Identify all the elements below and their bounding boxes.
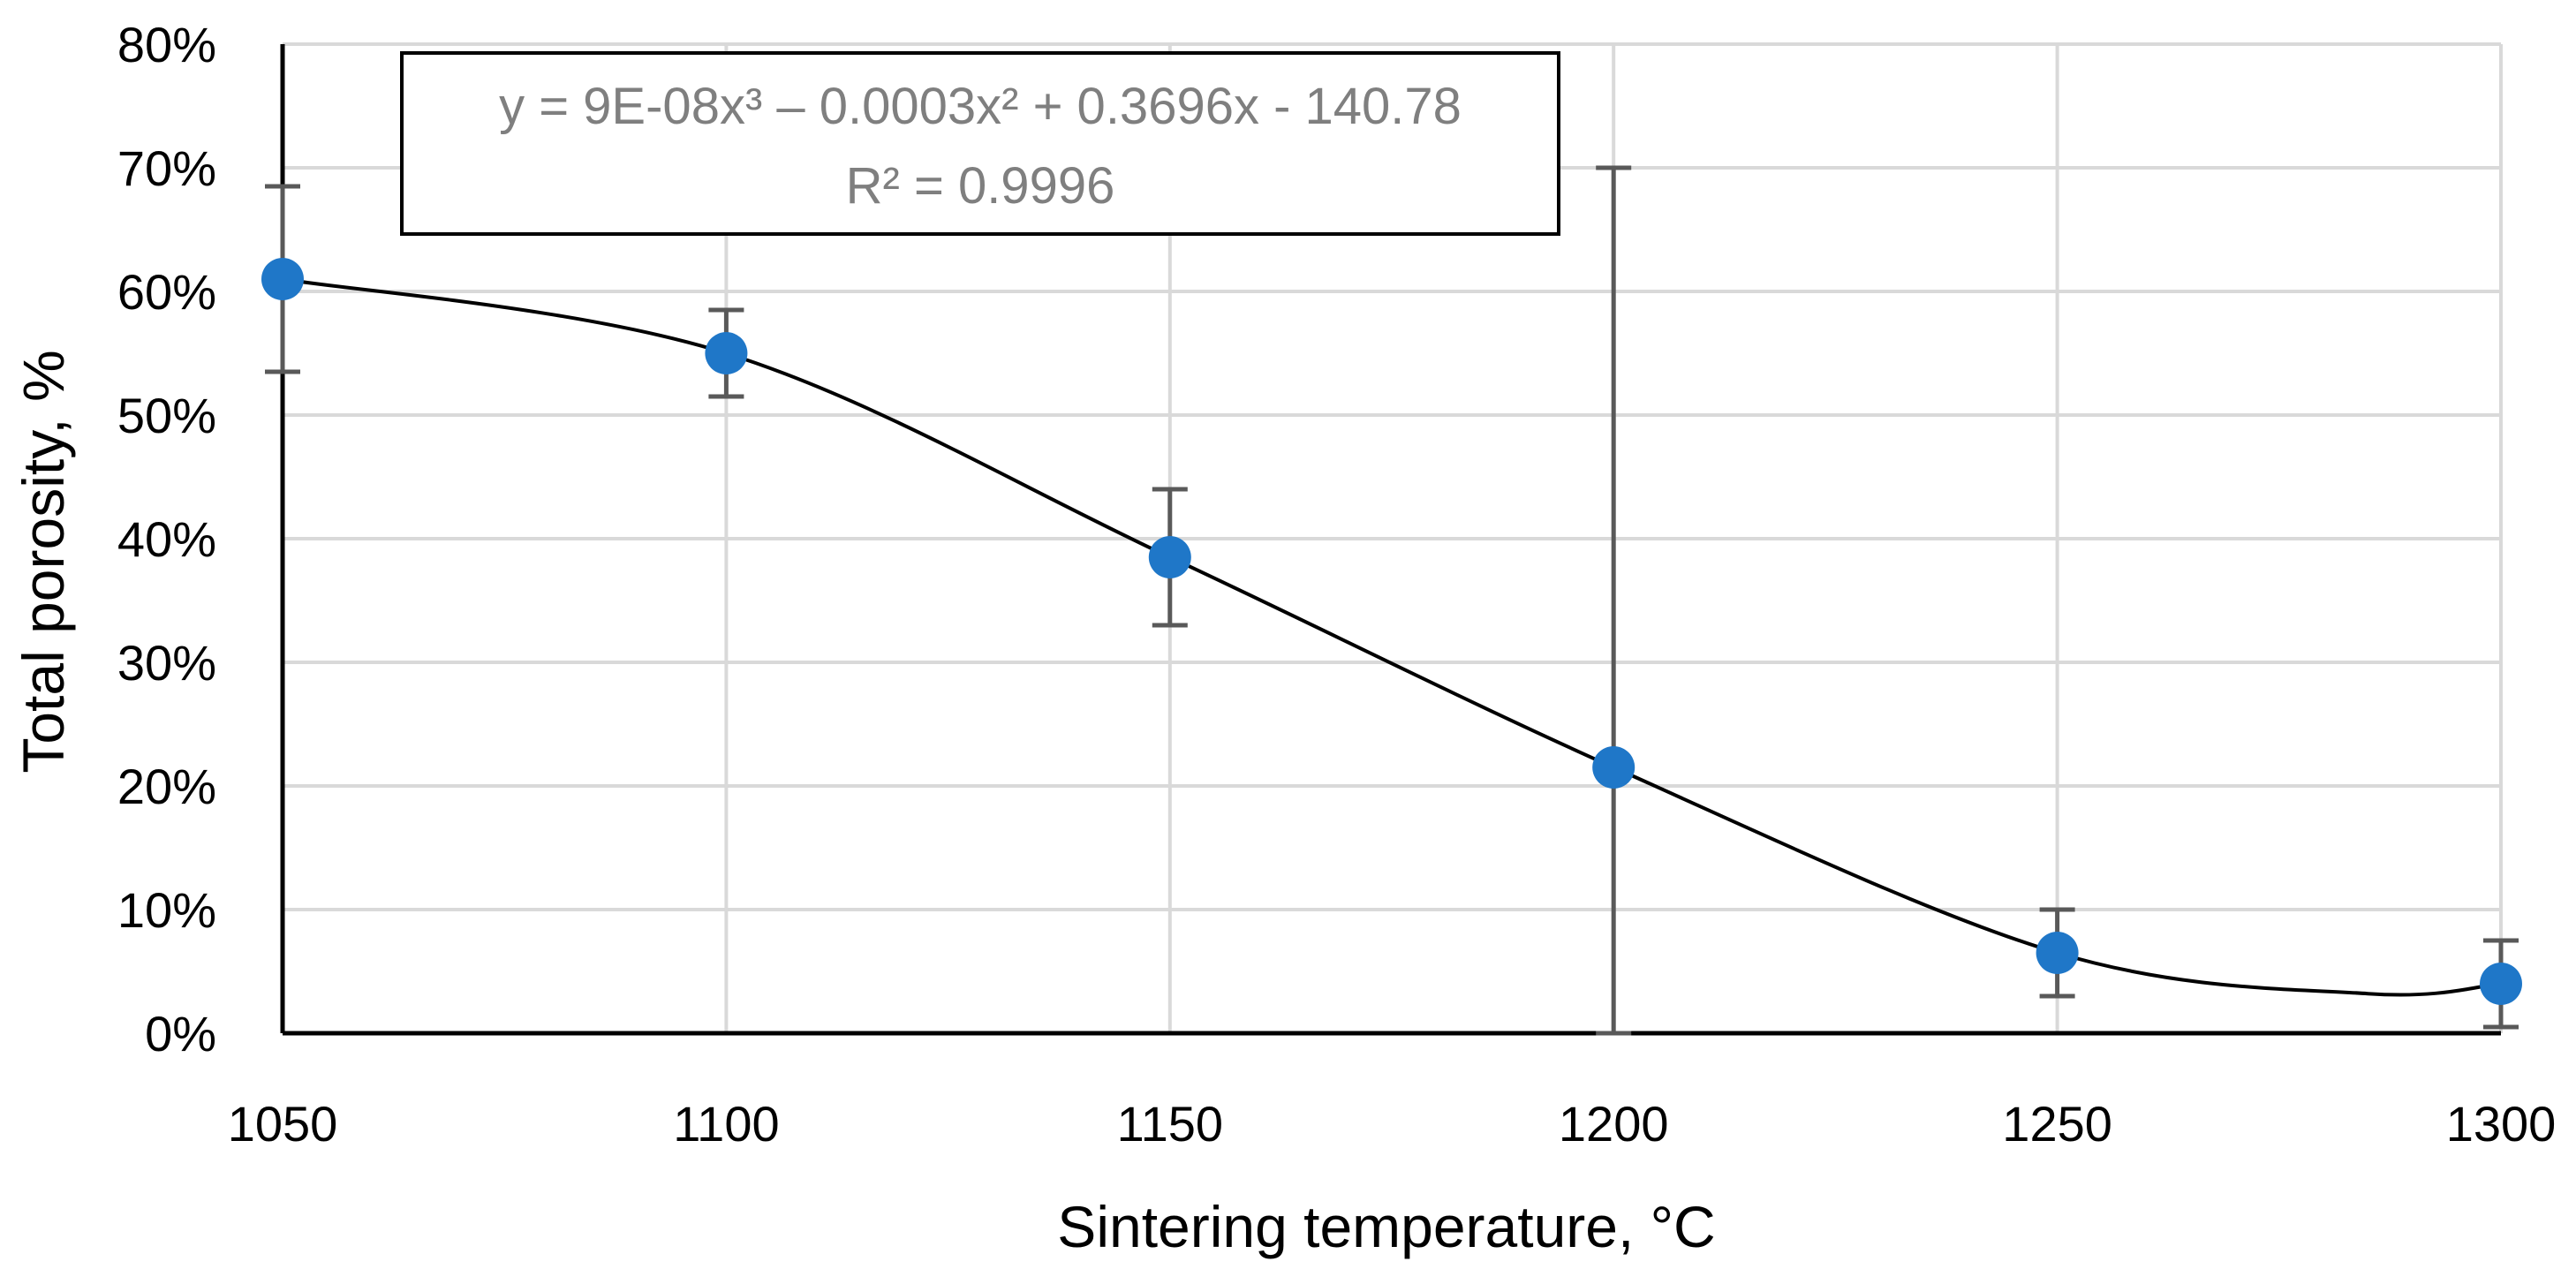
x-tick-label: 1100	[673, 1096, 779, 1152]
data-point	[261, 258, 304, 300]
x-tick-label: 1250	[2002, 1096, 2112, 1152]
trendline-r-squared: R² = 0.9996	[846, 157, 1115, 215]
y-tick-label: 80%	[117, 17, 216, 72]
data-point	[705, 332, 748, 374]
y-tick-label: 30%	[117, 635, 216, 691]
error-bars	[265, 165, 2519, 1036]
y-axis-title: Total porosity, %	[11, 350, 76, 773]
x-tick-label: 1150	[1117, 1096, 1223, 1152]
data-points	[261, 258, 2522, 1005]
x-tick-label: 1200	[1559, 1096, 1669, 1152]
trendline	[282, 277, 2502, 997]
y-tick-label: 60%	[117, 264, 216, 320]
data-point	[2480, 963, 2522, 1005]
y-tick-label: 70%	[117, 140, 216, 196]
y-tick-label: 10%	[117, 882, 216, 938]
trendline-curve	[282, 277, 2502, 997]
equation-box-frame	[400, 51, 1560, 236]
y-tick-label: 20%	[117, 759, 216, 814]
y-tick-label: 50%	[117, 388, 216, 443]
y-tick-label: 40%	[117, 511, 216, 567]
equation-box: y = 9E-08x³ – 0.0003x² + 0.3696x - 140.7…	[400, 51, 1560, 236]
y-tick-label: 0%	[145, 1006, 216, 1061]
x-axis-title: Sintering temperature, °C	[1057, 1194, 1715, 1259]
tick-labels: 0% 10% 20% 30% 40% 50% 60% 70% 80% 1050 1100 1150 12…	[117, 17, 2556, 1152]
x-tick-label: 1050	[228, 1096, 338, 1152]
data-point	[1592, 746, 1635, 789]
trendline-equation: y = 9E-08x³ – 0.0003x² + 0.3696x - 140.7…	[499, 78, 1462, 135]
data-point	[1148, 536, 1191, 578]
x-tick-label: 1300	[2446, 1096, 2557, 1152]
data-point	[2036, 932, 2079, 974]
